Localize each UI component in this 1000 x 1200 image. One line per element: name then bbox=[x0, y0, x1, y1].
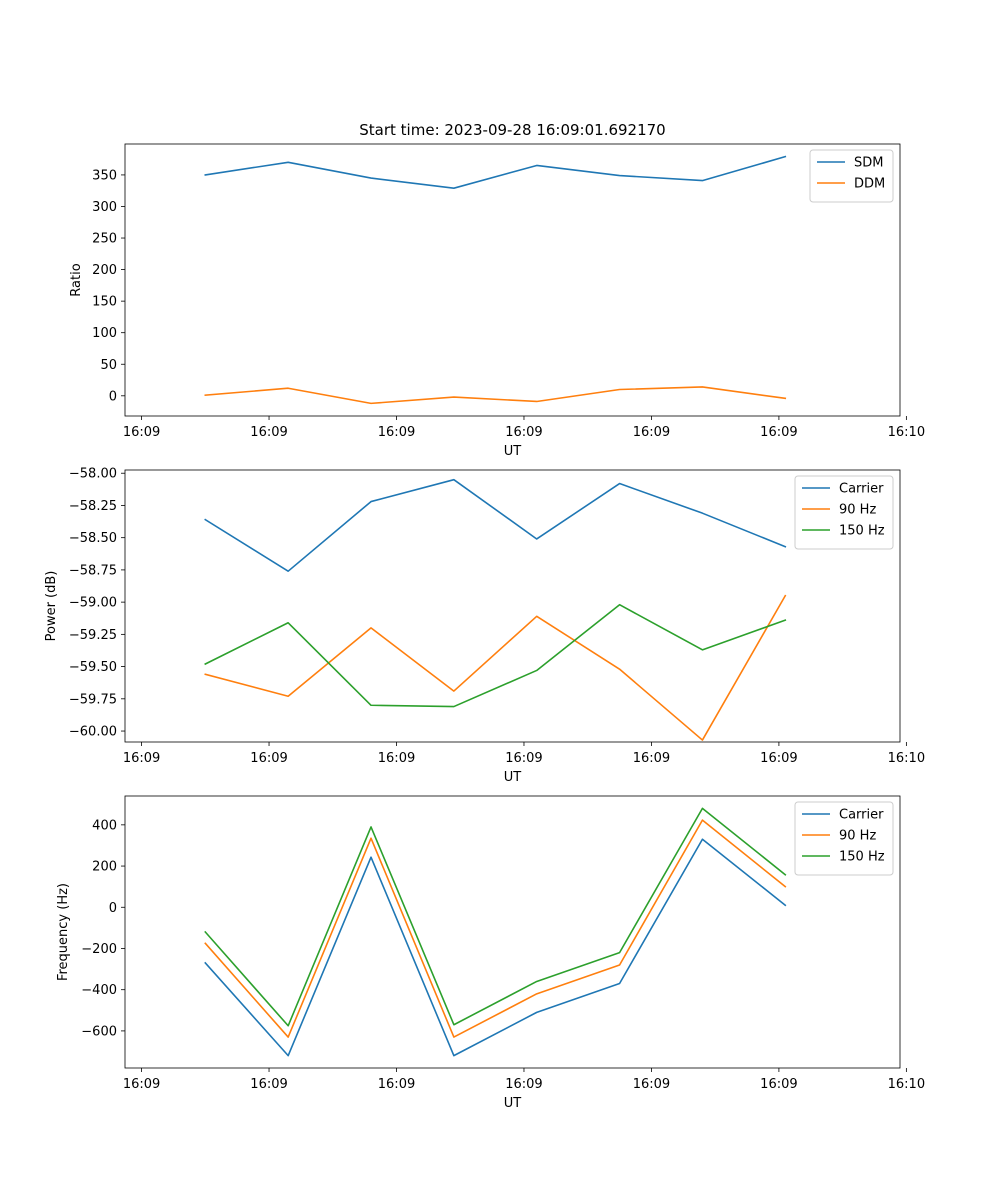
y-axis-label: Ratio bbox=[69, 263, 84, 296]
y-tick-label: 150 bbox=[92, 295, 117, 310]
axes-frame bbox=[124, 469, 901, 743]
y-tick-label: 400 bbox=[92, 818, 117, 833]
y-tick-label: −58.75 bbox=[69, 563, 117, 578]
x-tick-label: 16:09 bbox=[378, 751, 415, 766]
x-tick-label: 16:09 bbox=[633, 751, 670, 766]
series-line-carrier bbox=[204, 838, 787, 1057]
y-tick-label: 200 bbox=[92, 860, 117, 875]
y-tick-label: −58.25 bbox=[69, 499, 117, 514]
chart-panel-2: 16:09 16:09 16:09 16:09 16:09 16:09 16:10 −60.0… bbox=[44, 467, 925, 785]
chart-panel-3: 16:09 16:09 16:09 16:09 16:09 16:09 16:10 −600 −… bbox=[56, 795, 925, 1111]
x-axis-label: UT bbox=[504, 1096, 522, 1111]
chart-panel-1: Start time: 2023-09-28 16:09:01.692170 16… bbox=[69, 121, 925, 459]
x-tick-label: 16:09 bbox=[123, 1077, 160, 1092]
legend-label: SDM bbox=[854, 156, 883, 171]
x-tick-label: 16:09 bbox=[505, 1077, 542, 1092]
chart-title: Start time: 2023-09-28 16:09:01.692170 bbox=[359, 121, 665, 139]
legend-label: 150 Hz bbox=[839, 524, 885, 539]
legend-label: 90 Hz bbox=[839, 503, 876, 518]
legend-box bbox=[809, 149, 894, 203]
legend: Carrier 90 Hz 150 Hz bbox=[794, 801, 894, 876]
x-tick-label: 16:09 bbox=[760, 425, 797, 440]
y-tick-label: −59.75 bbox=[69, 692, 117, 707]
y-tick-label: −60.00 bbox=[69, 725, 117, 740]
x-tick-label: 16:10 bbox=[888, 1077, 925, 1092]
y-tick-label: 0 bbox=[109, 389, 117, 404]
series-line-150-hz bbox=[204, 807, 787, 1027]
legend-label: 150 Hz bbox=[839, 850, 885, 865]
y-tick-label: −59.50 bbox=[69, 660, 117, 675]
legend-label: Carrier bbox=[839, 808, 884, 823]
axes-frame bbox=[124, 795, 901, 1069]
x-axis-label: UT bbox=[504, 770, 522, 785]
x-tick-label: 16:10 bbox=[888, 425, 925, 440]
series-line-90-hz bbox=[204, 594, 787, 741]
series-line-ddm bbox=[204, 386, 787, 405]
y-tick-label: −59.25 bbox=[69, 628, 117, 643]
series-line-sdm bbox=[204, 155, 787, 189]
series-line-carrier bbox=[204, 478, 787, 572]
x-tick-label: 16:09 bbox=[250, 1077, 287, 1092]
x-tick-label: 16:09 bbox=[123, 751, 160, 766]
series-line-90-hz bbox=[204, 819, 787, 1038]
x-tick-label: 16:09 bbox=[378, 425, 415, 440]
y-tick-label: 100 bbox=[92, 326, 117, 341]
y-tick-label: −59.00 bbox=[69, 596, 117, 611]
x-tick-label: 16:09 bbox=[123, 425, 160, 440]
y-tick-label: 50 bbox=[100, 358, 117, 373]
axes-frame bbox=[124, 143, 901, 417]
y-tick-label: −600 bbox=[81, 1024, 117, 1039]
y-axis-label: Power (dB) bbox=[44, 571, 59, 642]
x-tick-label: 16:09 bbox=[378, 1077, 415, 1092]
y-tick-label: 0 bbox=[109, 901, 117, 916]
y-tick-label: 200 bbox=[92, 263, 117, 278]
x-tick-label: 16:09 bbox=[505, 425, 542, 440]
x-tick-label: 16:09 bbox=[760, 1077, 797, 1092]
legend-label: DDM bbox=[854, 177, 885, 192]
legend: SDM DDM bbox=[809, 149, 894, 203]
x-tick-label: 16:09 bbox=[633, 425, 670, 440]
y-tick-label: −400 bbox=[81, 983, 117, 998]
x-tick-label: 16:09 bbox=[760, 751, 797, 766]
legend-label: Carrier bbox=[839, 482, 884, 497]
legend: Carrier 90 Hz 150 Hz bbox=[794, 475, 894, 550]
x-tick-label: 16:09 bbox=[250, 751, 287, 766]
y-tick-label: −200 bbox=[81, 942, 117, 957]
x-tick-label: 16:09 bbox=[250, 425, 287, 440]
legend-label: 90 Hz bbox=[839, 829, 876, 844]
y-tick-label: 350 bbox=[92, 168, 117, 183]
x-tick-label: 16:09 bbox=[505, 751, 542, 766]
y-tick-label: 300 bbox=[92, 200, 117, 215]
series-line-150-hz bbox=[204, 603, 787, 708]
x-tick-label: 16:10 bbox=[888, 751, 925, 766]
y-tick-label: −58.50 bbox=[69, 531, 117, 546]
y-tick-label: 250 bbox=[92, 232, 117, 247]
x-tick-label: 16:09 bbox=[633, 1077, 670, 1092]
y-axis-label: Frequency (Hz) bbox=[56, 883, 71, 981]
y-tick-label: −58.00 bbox=[69, 467, 117, 482]
x-axis-label: UT bbox=[504, 444, 522, 459]
